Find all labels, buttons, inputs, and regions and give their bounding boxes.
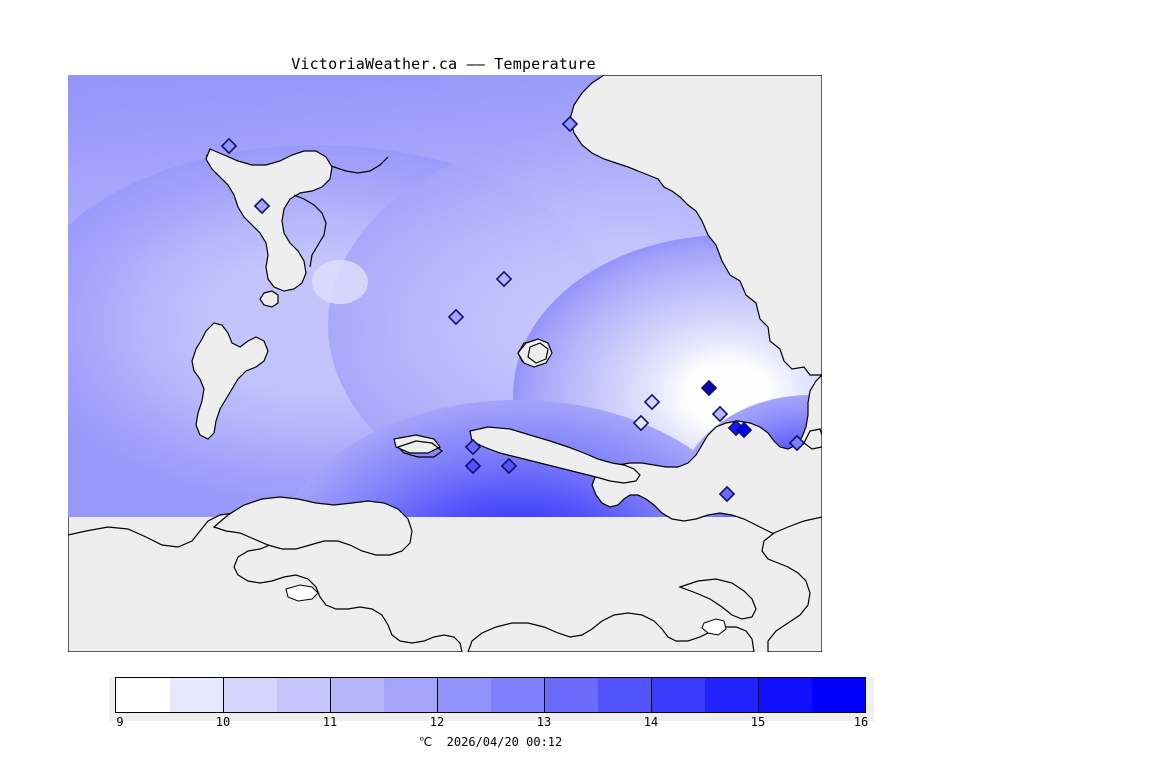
landmasses: [68, 75, 822, 652]
colorbar-band-4: [330, 678, 384, 712]
colorbar-label-13: 13: [536, 715, 552, 729]
colorbar-tick-15: [758, 677, 759, 713]
colorbar-tick-11: [330, 677, 331, 713]
coast-inlet-north: [205, 148, 333, 292]
colorbar-band-9: [597, 678, 651, 712]
coast-islet-mid: [259, 290, 279, 308]
colorbar-band-6: [437, 678, 491, 712]
station-marker[interactable]: [788, 434, 806, 452]
colorbar-label-11: 11: [322, 715, 338, 729]
colorbar-band-8: [544, 678, 598, 712]
colorbar-tick-12: [437, 677, 438, 713]
colorbar-ticks: [115, 677, 866, 723]
colorbar-label-12: 12: [429, 715, 445, 729]
coast-lagoon: [701, 618, 727, 636]
station-marker[interactable]: [735, 421, 753, 439]
colorbar-tick-13: [544, 677, 545, 713]
station-marker[interactable]: [643, 393, 661, 411]
coast-southern-mainland: [68, 512, 463, 652]
station-marker[interactable]: [711, 405, 729, 423]
station-marker[interactable]: [632, 414, 650, 432]
colorbar-label-10: 10: [215, 715, 231, 729]
colorbar-units-timestamp: ℃ 2026/04/20 00:12: [418, 735, 563, 749]
coastlines-offshore: [191, 148, 553, 458]
colorbar-band-7: [490, 678, 544, 712]
coast-northeast-mainland: [569, 75, 822, 376]
station-marker[interactable]: [561, 115, 579, 133]
coast-southern-notch: [285, 584, 319, 602]
station-marker[interactable]: [700, 379, 718, 397]
station-marker[interactable]: [447, 308, 465, 326]
station-marker[interactable]: [220, 137, 238, 155]
coast-southeast-lower: [467, 612, 755, 652]
map-panel[interactable]: [68, 75, 822, 652]
colorbar-tick-10: [223, 677, 224, 713]
coast-central-island-chain: [469, 426, 641, 484]
station-marker[interactable]: [495, 270, 513, 288]
colorbar-band-3: [276, 678, 330, 712]
colorbar-band-11: [704, 678, 758, 712]
colorbar-label-9: 9: [116, 715, 124, 729]
station-marker[interactable]: [500, 457, 518, 475]
colorbar-label-16: 16: [853, 715, 869, 729]
coast-channel: [293, 194, 327, 268]
colorbar-band-0: [116, 678, 170, 712]
colorbar-tick-labels: 9 10 11 12 13 14 15 16: [115, 715, 869, 733]
colorbar-band-12: [758, 678, 812, 712]
colorbar-label-15: 15: [750, 715, 766, 729]
temperature-map[interactable]: [68, 75, 822, 652]
station-marker[interactable]: [464, 438, 482, 456]
coast-southern-right: [761, 516, 822, 652]
field-pale-pocket: [312, 260, 368, 304]
colorbar-band-10: [651, 678, 705, 712]
station-marker[interactable]: [253, 197, 271, 215]
station-markers[interactable]: [220, 115, 806, 503]
colorbar-bands[interactable]: [115, 677, 866, 713]
coast-island-nw-long: [191, 322, 269, 440]
colorbar-band-1: [169, 678, 223, 712]
colorbar-label-14: 14: [643, 715, 659, 729]
page-title: VictoriaWeather.ca —— Temperature: [291, 55, 596, 73]
station-marker[interactable]: [718, 485, 736, 503]
colorbar-band-2: [223, 678, 277, 712]
coast-southern-peninsula: [212, 496, 413, 556]
station-marker[interactable]: [464, 457, 482, 475]
coast-spit: [678, 578, 757, 620]
coast-reef-west: [396, 440, 443, 458]
colorbar-band-13: [811, 678, 865, 712]
colorbar-tick-14: [651, 677, 652, 713]
colorbar-band-5: [383, 678, 437, 712]
coast-islet-small-s: [527, 342, 549, 364]
